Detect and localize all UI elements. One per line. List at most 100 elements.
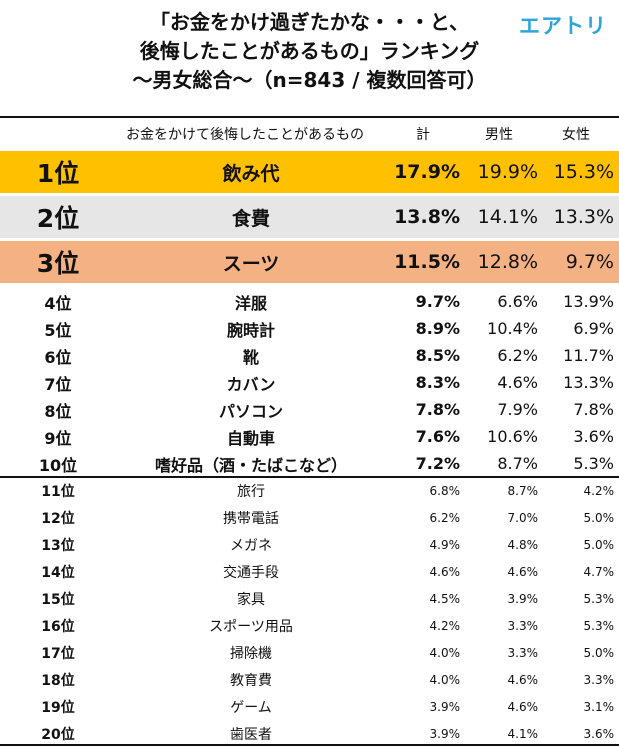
rank-cell: 13位: [41, 537, 75, 554]
table-row: 20位 歯医者 3.9% 4.1% 3.6%: [0, 720, 619, 747]
table-row: 2位 食費 13.8% 14.1% 13.3%: [0, 196, 619, 238]
male-cell: 14.1%: [477, 206, 538, 228]
rank-cell: 17位: [41, 645, 75, 662]
rank-cell: 4位: [44, 293, 72, 313]
table-bottom-border: [0, 744, 619, 746]
female-cell: 5.0%: [583, 537, 615, 552]
total-cell: 7.2%: [415, 454, 460, 473]
total-cell: 8.3%: [415, 373, 460, 392]
title-line-3: ～男女総合～（n=843 / 複数回答可）: [132, 68, 487, 92]
female-cell: 5.3%: [583, 618, 615, 633]
female-cell: 4.2%: [583, 483, 615, 498]
male-cell: 8.7%: [507, 483, 539, 498]
total-cell: 4.5%: [429, 591, 461, 606]
table-row: 6位 靴 8.5% 6.2% 11.7%: [0, 342, 619, 369]
total-cell: 6.2%: [429, 510, 461, 525]
table-row: 5位 腕時計 8.9% 10.4% 6.9%: [0, 315, 619, 342]
rank-cell: 10位: [38, 455, 78, 475]
male-cell: 10.6%: [487, 427, 538, 446]
item-cell: 飲み代: [222, 162, 280, 185]
male-cell: 4.6%: [507, 672, 539, 687]
total-cell: 4.0%: [429, 672, 461, 687]
item-cell: 歯医者: [230, 726, 272, 743]
female-cell: 15.3%: [553, 161, 614, 183]
rank-cell: 16位: [41, 618, 75, 635]
male-cell: 12.8%: [477, 251, 538, 273]
female-cell: 5.0%: [583, 645, 615, 660]
male-cell: 3.3%: [507, 618, 539, 633]
item-cell: 靴: [242, 347, 259, 367]
male-cell: 4.6%: [507, 564, 539, 579]
female-cell: 3.3%: [583, 672, 615, 687]
table-row: 9位 自動車 7.6% 10.6% 3.6%: [0, 423, 619, 450]
male-cell: 3.3%: [507, 645, 539, 660]
total-cell: 3.9%: [429, 699, 461, 714]
male-cell: 4.6%: [507, 699, 539, 714]
item-cell: 携帯電話: [223, 510, 279, 527]
table-row: 19位 ゲーム 3.9% 4.6% 3.1%: [0, 693, 619, 720]
rank-cell: 12位: [41, 510, 75, 527]
female-cell: 3.1%: [583, 699, 615, 714]
total-cell: 4.6%: [429, 564, 461, 579]
table-row: 4位 洋服 9.7% 6.6% 13.9%: [0, 288, 619, 315]
male-cell: 10.4%: [487, 319, 538, 338]
total-cell: 9.7%: [415, 292, 460, 311]
table-row: 3位 スーツ 11.5% 12.8% 9.7%: [0, 241, 619, 283]
header-total: 計: [416, 127, 430, 143]
header-female: 女性: [562, 127, 590, 143]
item-cell: パソコン: [218, 401, 283, 421]
total-cell: 3.9%: [429, 726, 461, 741]
total-cell: 8.5%: [415, 346, 460, 365]
table-header: お金をかけて後悔したことがあるもの 計 男性 女性: [0, 118, 619, 150]
rank-cell: 18位: [41, 672, 75, 689]
item-cell: カバン: [226, 374, 276, 394]
item-cell: 旅行: [237, 483, 265, 500]
female-cell: 5.3%: [583, 591, 615, 606]
table-row: 14位 交通手段 4.6% 4.6% 4.7%: [0, 558, 619, 585]
item-cell: 嗜好品（酒・たばこなど）: [154, 455, 347, 475]
male-cell: 6.6%: [497, 292, 538, 311]
rank-cell: 3位: [36, 249, 80, 278]
total-cell: 4.0%: [429, 645, 461, 660]
item-cell: メガネ: [230, 537, 272, 554]
rank-cell: 5位: [44, 320, 72, 340]
male-cell: 6.2%: [497, 346, 538, 365]
total-cell: 11.5%: [394, 251, 460, 273]
male-cell: 4.6%: [497, 373, 538, 392]
rank-cell: 8位: [44, 401, 72, 421]
female-cell: 3.6%: [583, 726, 615, 741]
table-row: 1位 飲み代 17.9% 19.9% 15.3%: [0, 151, 619, 193]
female-cell: 6.9%: [573, 319, 614, 338]
table-row: 12位 携帯電話 6.2% 7.0% 5.0%: [0, 504, 619, 531]
item-cell: 交通手段: [223, 564, 279, 581]
female-cell: 5.0%: [583, 510, 615, 525]
total-cell: 17.9%: [394, 161, 460, 183]
item-cell: ゲーム: [230, 699, 272, 716]
female-cell: 9.7%: [565, 251, 614, 273]
rank-cell: 1位: [36, 159, 80, 188]
rank-cell: 7位: [44, 374, 72, 394]
item-cell: 教育費: [230, 672, 272, 689]
table-top-border: [0, 116, 619, 118]
table-row: 8位 パソコン 7.8% 7.9% 7.8%: [0, 396, 619, 423]
item-cell: 家具: [237, 591, 265, 608]
header-male: 男性: [485, 127, 513, 143]
total-cell: 8.9%: [415, 319, 460, 338]
female-cell: 13.3%: [563, 373, 614, 392]
total-cell: 6.8%: [429, 483, 461, 498]
table-divider: [0, 476, 619, 478]
header-item: お金をかけて後悔したことがあるもの: [126, 127, 364, 143]
item-cell: 掃除機: [230, 645, 272, 662]
rank-cell: 6位: [44, 347, 72, 367]
male-cell: 4.8%: [507, 537, 539, 552]
rank-cell: 20位: [41, 726, 75, 743]
table-row: 18位 教育費 4.0% 4.6% 3.3%: [0, 666, 619, 693]
table-row: 15位 家具 4.5% 3.9% 5.3%: [0, 585, 619, 612]
rank-cell: 9位: [44, 428, 72, 448]
table-row: 10位 嗜好品（酒・たばこなど） 7.2% 8.7% 5.3%: [0, 450, 619, 477]
item-cell: 食費: [231, 207, 270, 230]
table-row: 11位 旅行 6.8% 8.7% 4.2%: [0, 477, 619, 504]
rank-cell: 11位: [41, 483, 75, 500]
female-cell: 7.8%: [573, 400, 614, 419]
table-row: 16位 スポーツ用品 4.2% 3.3% 5.3%: [0, 612, 619, 639]
